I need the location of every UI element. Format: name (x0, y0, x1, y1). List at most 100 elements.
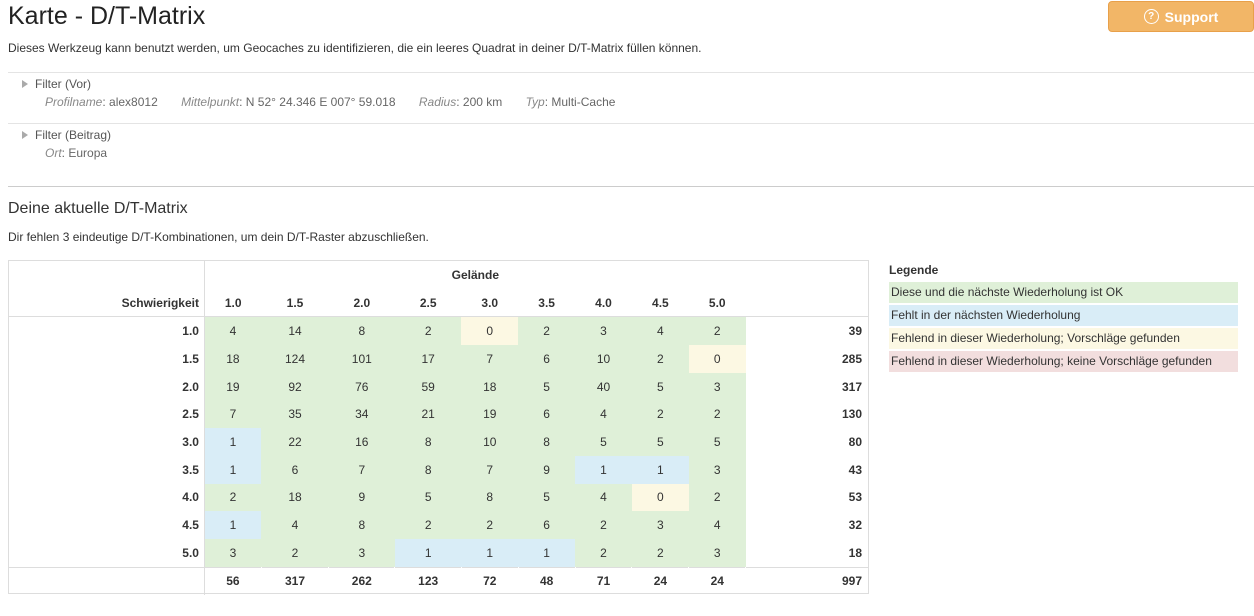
matrix-cell[interactable]: 6 (518, 400, 576, 429)
matrix-cell[interactable]: 2 (518, 316, 576, 346)
matrix-cell[interactable]: 1 (631, 455, 689, 484)
matrix-cell[interactable]: 10 (461, 428, 519, 456)
matrix-cell[interactable]: 34 (328, 400, 395, 429)
matrix-cell[interactable]: 2 (394, 316, 462, 346)
matrix-cell[interactable]: 2 (575, 511, 632, 539)
matrix-cell[interactable]: 8 (394, 428, 462, 456)
matrix-cell[interactable]: 9 (518, 455, 576, 484)
matrix-cell[interactable]: 8 (328, 316, 395, 346)
matrix-cell[interactable]: 6 (518, 511, 576, 539)
difficulty-row-label: 4.5 (9, 511, 205, 539)
matrix-cell[interactable]: 7 (328, 455, 395, 484)
matrix-cell[interactable]: 35 (261, 400, 329, 429)
matrix-cell[interactable]: 2 (631, 345, 689, 373)
expand-triangle-icon (22, 80, 28, 88)
matrix-cell[interactable]: 18 (461, 372, 519, 401)
matrix-cell[interactable]: 4 (688, 511, 746, 539)
matrix-cell[interactable]: 4 (204, 316, 262, 346)
matrix-cell[interactable]: 8 (328, 511, 395, 539)
support-button[interactable]: ? Support (1108, 1, 1254, 32)
matrix-cell[interactable]: 8 (461, 483, 519, 512)
matrix-cell[interactable]: 10 (575, 345, 632, 373)
matrix-cell[interactable]: 14 (261, 316, 329, 346)
matrix-cell[interactable]: 22 (261, 428, 329, 456)
matrix-cell[interactable]: 4 (631, 316, 689, 346)
matrix-cell[interactable]: 2 (688, 316, 746, 346)
matrix-cell[interactable]: 2 (461, 511, 519, 539)
matrix-cell[interactable]: 76 (328, 372, 395, 401)
matrix-cell[interactable]: 2 (261, 538, 329, 568)
matrix-cell[interactable]: 124 (261, 345, 329, 373)
matrix-cell[interactable]: 59 (394, 372, 462, 401)
matrix-cell[interactable]: 5 (518, 372, 576, 401)
matrix-cell[interactable]: 3 (328, 538, 395, 568)
terrain-column-label: 3.0 (481, 295, 499, 310)
matrix-cell[interactable]: 1 (518, 538, 576, 568)
page-title: Karte - D/T-Matrix (8, 2, 206, 30)
matrix-cell[interactable]: 4 (575, 483, 632, 512)
matrix-cell[interactable]: 3 (575, 316, 632, 346)
matrix-cell[interactable]: 0 (688, 345, 746, 373)
filter-item-profilname: Profilname: alex8012 (45, 95, 158, 109)
matrix-cell[interactable]: 4 (575, 400, 632, 429)
filter-item-ort: Ort: Europa (45, 146, 108, 160)
matrix-cell[interactable]: 6 (518, 345, 576, 373)
matrix-cell[interactable]: 92 (261, 372, 329, 401)
matrix-cell[interactable]: 7 (461, 455, 519, 484)
matrix-cell[interactable]: 2 (394, 511, 462, 539)
matrix-cell[interactable]: 6 (261, 455, 329, 484)
matrix-cell[interactable]: 0 (631, 483, 689, 512)
matrix-cell[interactable]: 19 (204, 372, 262, 401)
matrix-cell[interactable]: 1 (575, 455, 632, 484)
matrix-cell[interactable]: 5 (631, 372, 689, 401)
matrix-cell[interactable]: 2 (688, 400, 746, 429)
matrix-cell[interactable]: 4 (261, 511, 329, 539)
matrix-cell[interactable]: 17 (394, 345, 462, 373)
matrix-cell[interactable]: 1 (394, 538, 462, 568)
matrix-cell[interactable]: 8 (518, 428, 576, 456)
matrix-cell[interactable]: 2 (631, 538, 689, 568)
matrix-cell[interactable]: 5 (688, 428, 746, 456)
matrix-cell[interactable]: 101 (328, 345, 395, 373)
filter-vor-toggle[interactable]: Filter (Vor) (22, 77, 91, 91)
matrix-cell[interactable]: 1 (461, 538, 519, 568)
matrix-row: 5.0 3 2 3 1 1 1 2 2 3 18 (9, 538, 868, 568)
matrix-cell[interactable]: 18 (204, 345, 262, 373)
matrix-cell[interactable]: 9 (328, 483, 395, 512)
matrix-cell[interactable]: 5 (575, 428, 632, 456)
filter-beitrag-toggle[interactable]: Filter (Beitrag) (22, 128, 111, 142)
matrix-cell[interactable]: 8 (394, 455, 462, 484)
filter-vor-summary: Profilname: alex8012 Mittelpunkt: N 52° … (45, 95, 635, 109)
matrix-cell[interactable]: 2 (688, 483, 746, 512)
matrix-cell[interactable]: 5 (631, 428, 689, 456)
matrix-cell[interactable]: 7 (461, 345, 519, 373)
matrix-cell[interactable]: 0 (461, 316, 519, 346)
matrix-cell[interactable]: 3 (688, 372, 746, 401)
matrix-cell[interactable]: 19 (461, 400, 519, 429)
difficulty-row-label: 1.0 (9, 316, 205, 346)
matrix-cell[interactable]: 40 (575, 372, 632, 401)
filter-beitrag-summary: Ort: Europa (45, 146, 127, 160)
matrix-title: Deine aktuelle D/T-Matrix (8, 200, 188, 217)
terrain-column-label: 2.0 (353, 295, 371, 310)
matrix-cell[interactable]: 5 (518, 483, 576, 512)
matrix-cell[interactable]: 2 (631, 400, 689, 429)
matrix-cell[interactable]: 1 (204, 511, 262, 539)
matrix-cell[interactable]: 3 (631, 511, 689, 539)
matrix-cell[interactable]: 2 (204, 483, 262, 512)
difficulty-header: Schwierigkeit (9, 288, 205, 317)
matrix-cell[interactable]: 7 (204, 400, 262, 429)
matrix-cell[interactable]: 16 (328, 428, 395, 456)
matrix-cell[interactable]: 21 (394, 400, 462, 429)
matrix-cell[interactable]: 3 (688, 455, 746, 484)
matrix-cell[interactable]: 1 (204, 428, 262, 456)
matrix-cell[interactable]: 18 (261, 483, 329, 512)
matrix-cell[interactable]: 3 (688, 538, 746, 568)
matrix-cell[interactable]: 1 (204, 455, 262, 484)
expand-triangle-icon (22, 131, 28, 139)
terrain-header: Gelände (451, 267, 500, 282)
matrix-cell[interactable]: 2 (575, 538, 632, 568)
matrix-cell[interactable]: 3 (204, 538, 262, 568)
matrix-cell[interactable]: 5 (394, 483, 462, 512)
column-total: 71 (575, 566, 632, 596)
